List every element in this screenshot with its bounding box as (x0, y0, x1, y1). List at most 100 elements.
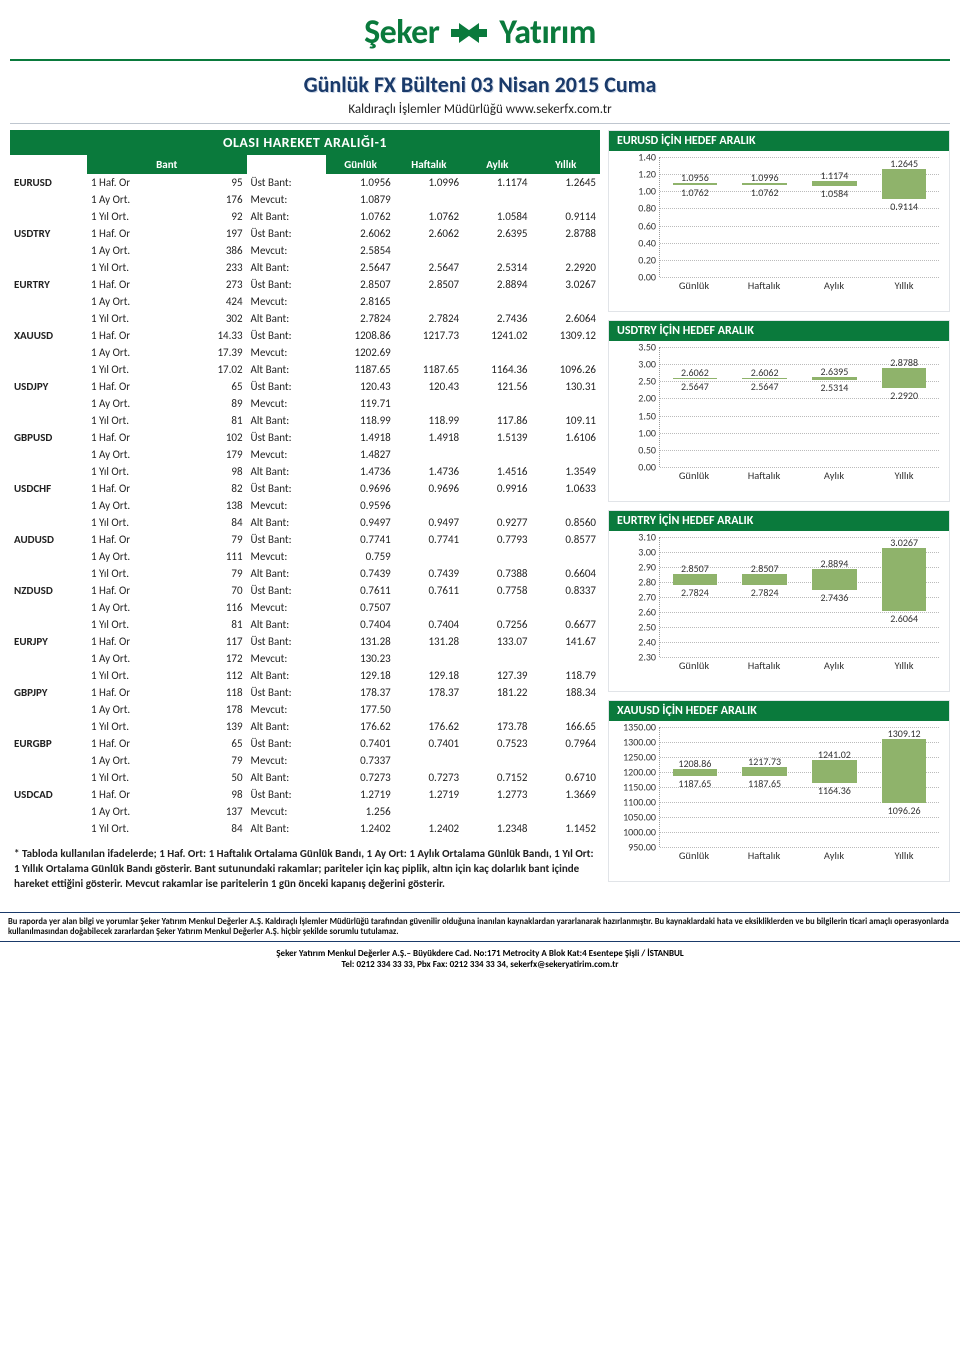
val: 0.8577 (532, 531, 600, 548)
table-row: 1 Ay Ort. 137 Mevcut: 1.256 (10, 803, 600, 820)
row-label: 1 Yıl Ort. (87, 820, 167, 837)
chart-value-top: 2.8507 (730, 562, 800, 575)
row-label: 1 Haf. Or (87, 225, 167, 242)
val: 121.56 (463, 378, 531, 395)
row-label: 1 Haf. Or (87, 582, 167, 599)
pair-symbol: USDTRY (10, 225, 87, 242)
val: 0.7273 (395, 769, 463, 786)
bant-value: 116 (167, 599, 247, 616)
table-row: 1 Yıl Ort. 92 Alt Bant: 1.0762 1.0762 1.… (10, 208, 600, 225)
val: 131.28 (326, 633, 394, 650)
table-row: 1 Yıl Ort. 139 Alt Bant: 176.62 176.62 1… (10, 718, 600, 735)
bant-value: 79 (167, 752, 247, 769)
val: 0.9497 (395, 514, 463, 531)
table-row: 1 Ay Ort. 111 Mevcut: 0.759 (10, 548, 600, 565)
val: 3.0267 (532, 276, 600, 293)
chart-xlabel: Haftalık (729, 659, 799, 672)
row-label: 1 Haf. Or (87, 378, 167, 395)
col-aylik: Aylık (463, 155, 531, 174)
bant-value: 273 (167, 276, 247, 293)
row-label: 1 Ay Ort. (87, 752, 167, 769)
bant-value: 302 (167, 310, 247, 327)
chart-ylabel: 2.00 (616, 392, 656, 405)
logo-arrows-icon (445, 15, 493, 51)
chart-ylabel: 0.00 (616, 461, 656, 474)
val: 2.8788 (532, 225, 600, 242)
bant-value: 178 (167, 701, 247, 718)
bant-value: 81 (167, 616, 247, 633)
col-yillik: Yıllık (532, 155, 600, 174)
logo: Şeker Yatırım (10, 6, 950, 57)
val: 0.9497 (326, 514, 394, 531)
row-label: 1 Haf. Or (87, 786, 167, 803)
bant-value: 70 (167, 582, 247, 599)
table-row: 1 Yıl Ort. 302 Alt Bant: 2.7824 2.7824 2… (10, 310, 600, 327)
band-label: Alt Bant: (247, 616, 327, 633)
row-label: 1 Yıl Ort. (87, 667, 167, 684)
chart-value-bot: 0.9114 (869, 200, 939, 213)
val: 120.43 (395, 378, 463, 395)
chart-bar (882, 548, 927, 611)
val: 0.9277 (463, 514, 531, 531)
val: 0.7401 (395, 735, 463, 752)
val: 1.6106 (532, 429, 600, 446)
band-label: Üst Bant: (247, 276, 327, 293)
chart-ylabel: 1300.00 (616, 736, 656, 749)
chart-xlabel: Yıllık (869, 659, 939, 672)
val: 181.22 (463, 684, 531, 701)
bant-value: 117 (167, 633, 247, 650)
band-label: Mevcut: (247, 497, 327, 514)
val: 1.1174 (463, 174, 531, 191)
bant-value: 176 (167, 191, 247, 208)
val: 176.62 (326, 718, 394, 735)
bant-value: 17.02 (167, 361, 247, 378)
band-label: Alt Bant: (247, 667, 327, 684)
table-row: 1 Ay Ort. 179 Mevcut: 1.4827 (10, 446, 600, 463)
val: 1.0956 (326, 174, 394, 191)
table-row: GBPUSD 1 Haf. Or 102 Üst Bant: 1.4918 1.… (10, 429, 600, 446)
chart-bar (742, 767, 787, 776)
bant-value: 138 (167, 497, 247, 514)
band-label: Alt Bant: (247, 412, 327, 429)
table-row: 1 Ay Ort. 138 Mevcut: 0.9596 (10, 497, 600, 514)
val: 0.7439 (326, 565, 394, 582)
chart-ylabel: 0.20 (616, 253, 656, 266)
divider (10, 59, 950, 61)
pair-symbol: USDCHF (10, 480, 87, 497)
val: 127.39 (463, 667, 531, 684)
row-label: 1 Haf. Or (87, 633, 167, 650)
band-label: Üst Bant: (247, 582, 327, 599)
val: 2.5854 (326, 242, 394, 259)
contact-line-2: Tel: 0212 334 33 33, Pbx Fax: 0212 334 3… (0, 959, 960, 970)
bant-value: 98 (167, 786, 247, 803)
val: 0.7741 (395, 531, 463, 548)
chart-ylabel: 1.00 (616, 185, 656, 198)
row-label: 1 Yıl Ort. (87, 310, 167, 327)
val: 129.18 (395, 667, 463, 684)
bant-value: 172 (167, 650, 247, 667)
table-row: XAUUSD 1 Haf. Or 14.33 Üst Bant: 1208.86… (10, 327, 600, 344)
row-label: 1 Ay Ort. (87, 497, 167, 514)
bant-value: 139 (167, 718, 247, 735)
chart-xlabel: Haftalık (729, 849, 799, 862)
chart-ylabel: 950.00 (616, 841, 656, 854)
row-label: 1 Yıl Ort. (87, 514, 167, 531)
val: 1.4736 (395, 463, 463, 480)
table-row: EURTRY 1 Haf. Or 273 Üst Bant: 2.8507 2.… (10, 276, 600, 293)
val: 2.8894 (463, 276, 531, 293)
chart-value-bot: 1164.36 (800, 784, 870, 797)
chart-ylabel: 2.90 (616, 561, 656, 574)
chart-ylabel: 0.00 (616, 271, 656, 284)
val: 2.7436 (463, 310, 531, 327)
chart-ylabel: 2.70 (616, 591, 656, 604)
row-label: 1 Yıl Ort. (87, 565, 167, 582)
val: 0.7523 (463, 735, 531, 752)
chart-xlabel: Yıllık (869, 469, 939, 482)
val: 1309.12 (532, 327, 600, 344)
band-label: Mevcut: (247, 650, 327, 667)
val: 0.7964 (532, 735, 600, 752)
bant-value: 102 (167, 429, 247, 446)
chart-title: XAUUSD İÇİN HEDEF ARALIK (609, 701, 949, 721)
band-label: Mevcut: (247, 599, 327, 616)
band-label: Alt Bant: (247, 514, 327, 531)
